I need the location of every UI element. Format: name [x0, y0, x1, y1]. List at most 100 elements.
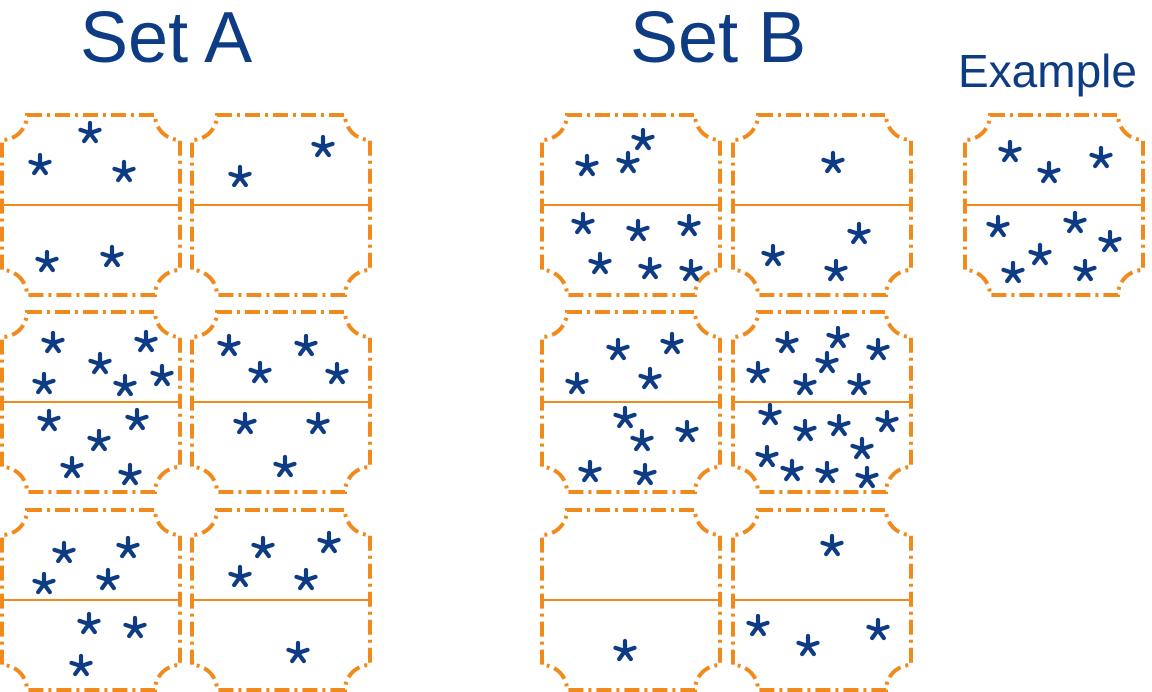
top-half: [565, 331, 684, 395]
asterisk-icon: [77, 611, 101, 635]
asterisk-icon: [233, 411, 257, 435]
asterisk-icon: [630, 428, 654, 452]
asterisk-icon: [815, 350, 839, 374]
panel-frame: [190, 113, 372, 297]
bottom-half: [613, 638, 637, 662]
asterisk-icon: [248, 360, 272, 384]
panel-set-b-r1c1: [540, 113, 722, 297]
asterisk-icon: [78, 120, 102, 144]
panel-set-a-r2c1: [0, 310, 182, 494]
asterisk-icon: [96, 567, 120, 591]
bottom-half: [233, 411, 330, 478]
panel-frame: [731, 508, 913, 692]
asterisk-icon: [758, 402, 782, 426]
top-half: [575, 127, 655, 177]
asterisk-icon: [746, 360, 770, 384]
asterisk-icon: [850, 436, 874, 460]
asterisk-icon: [112, 159, 136, 183]
asterisk-icon: [616, 150, 640, 174]
asterisk-icon: [41, 330, 65, 354]
asterisk-icon: [88, 351, 112, 375]
asterisk-icon: [32, 571, 56, 595]
panel-set-a-r1c2: [190, 113, 372, 297]
panel-set-b-r3c1: [540, 508, 722, 692]
panel-set-b-r3c2: [731, 508, 913, 692]
panel-frame: [540, 508, 722, 692]
asterisk-icon: [677, 213, 701, 237]
panel-example-r1c1: [963, 113, 1145, 297]
asterisk-icon: [875, 409, 899, 433]
asterisk-icon: [675, 419, 699, 443]
panel-set-b-r2c2: [731, 310, 913, 494]
asterisk-icon: [847, 221, 871, 245]
asterisk-icon: [69, 653, 93, 677]
asterisk-icon: [294, 333, 318, 357]
asterisk-icon: [826, 325, 850, 349]
asterisk-icon: [855, 465, 879, 489]
asterisk-icon: [631, 127, 655, 151]
asterisk-icon: [626, 218, 650, 242]
asterisk-icon: [1063, 210, 1087, 234]
asterisk-icon: [866, 337, 890, 361]
asterisk-icon: [52, 540, 76, 564]
bottom-half: [746, 613, 890, 657]
asterisk-icon: [588, 251, 612, 275]
top-half: [821, 150, 845, 174]
bottom-half: [755, 402, 899, 489]
top-half: [998, 139, 1113, 184]
asterisk-icon: [35, 249, 59, 273]
asterisk-icon: [286, 640, 310, 664]
asterisk-icon: [775, 330, 799, 354]
asterisk-icon: [633, 462, 657, 486]
asterisk-icon: [325, 361, 349, 385]
asterisk-icon: [87, 428, 111, 452]
asterisk-icon: [1001, 260, 1025, 284]
asterisk-icon: [638, 366, 662, 390]
set-b-title: Set B: [630, 0, 807, 78]
asterisk-icon: [606, 337, 630, 361]
asterisk-icon: [311, 134, 335, 158]
panel-set-a-r1c1: [0, 113, 182, 297]
top-half: [32, 329, 174, 397]
bottom-half: [761, 221, 871, 282]
bottom-half: [69, 611, 147, 677]
panel-set-a-r2c2: [190, 310, 372, 494]
panel-frame: [0, 508, 182, 692]
top-half: [820, 533, 844, 557]
bottom-half: [986, 210, 1122, 284]
bottom-half: [578, 405, 699, 486]
asterisk-icon: [150, 363, 174, 387]
asterisk-icon: [761, 243, 785, 267]
asterisk-icon: [578, 459, 602, 483]
asterisk-icon: [575, 153, 599, 177]
asterisk-icon: [679, 258, 703, 282]
asterisk-icon: [780, 458, 804, 482]
panel-frame: [190, 310, 372, 494]
panel-set-a-r3c2: [190, 508, 372, 692]
asterisk-icon: [820, 533, 844, 557]
panel-set-b-r2c1: [540, 310, 722, 494]
asterisk-icon: [228, 564, 252, 588]
bottom-half: [37, 407, 149, 486]
panel-set-a-r3c1: [0, 508, 182, 692]
panel-frame: [540, 310, 722, 494]
asterisk-icon: [273, 454, 297, 478]
asterisk-icon: [866, 617, 890, 641]
asterisk-icon: [1098, 229, 1122, 253]
panel-frame: [963, 113, 1145, 297]
asterisk-icon: [827, 413, 851, 437]
asterisk-icon: [228, 164, 252, 188]
top-half: [28, 120, 136, 183]
asterisk-icon: [755, 444, 779, 468]
asterisk-icon: [113, 373, 137, 397]
asterisk-icon: [28, 152, 52, 176]
asterisk-icon: [793, 418, 817, 442]
bottom-half: [35, 244, 124, 273]
asterisk-icon: [1028, 242, 1052, 266]
panel-frame: [190, 508, 372, 692]
asterisk-icon: [1089, 145, 1113, 169]
asterisk-icon: [37, 408, 61, 432]
asterisk-icon: [294, 567, 318, 591]
asterisk-icon: [796, 633, 820, 657]
top-half: [228, 134, 335, 188]
